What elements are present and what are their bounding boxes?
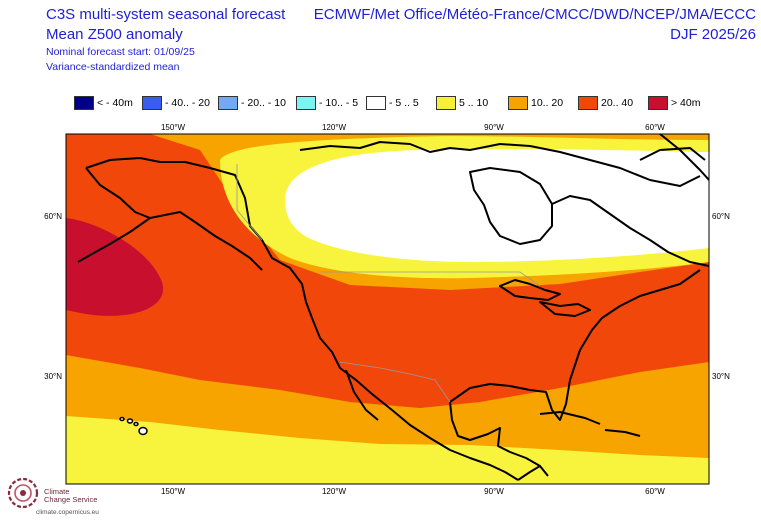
coastlines <box>77 134 709 481</box>
lat-label-30n-left: 30°N <box>44 372 62 381</box>
legend-swatch <box>366 96 386 110</box>
anomaly-band-20-40 <box>66 134 709 408</box>
legend-item: 5 .. 10 <box>436 96 508 110</box>
lon-label-150w-bottom: 150°W <box>161 487 186 496</box>
legend-label: - 20.. - 10 <box>241 97 286 109</box>
legend-item: < - 40m <box>74 96 142 110</box>
legend-item: - 20.. - 10 <box>218 96 296 110</box>
legend-swatch <box>508 96 528 110</box>
legend-label: < - 40m <box>97 97 133 109</box>
legend-label: 20.. 40 <box>601 97 634 109</box>
legend-swatch <box>296 96 316 110</box>
lat-label-60n-left: 60°N <box>44 212 62 221</box>
subtitle-text: Variance-standardized mean <box>46 61 180 73</box>
longitude-labels-bottom: 150°W 120°W 90°W 60°W <box>161 487 665 496</box>
title-variable: Mean Z500 anomaly <box>46 26 183 43</box>
anomaly-band-over-40 <box>66 218 164 316</box>
legend-item: 20.. 40 <box>578 96 648 110</box>
legend-swatch <box>648 96 668 110</box>
legend-item: - 40.. - 20 <box>142 96 218 110</box>
lon-label-120w-top: 120°W <box>322 123 347 132</box>
lon-label-150w-top: 150°W <box>161 123 186 132</box>
legend-swatch <box>578 96 598 110</box>
legend-label: - 5 .. 5 <box>389 97 419 109</box>
legend-label: 5 .. 10 <box>459 97 489 109</box>
country-borders <box>236 164 541 403</box>
lon-label-60w-top: 60°W <box>645 123 665 132</box>
longitude-labels-top: 150°W 120°W 90°W 60°W <box>161 123 665 132</box>
lon-label-120w-bottom: 120°W <box>322 487 347 496</box>
legend-label: - 40.. - 20 <box>165 97 210 109</box>
map-frame <box>65 133 710 485</box>
lon-label-90w-top: 90°W <box>484 123 504 132</box>
anomaly-band-near-zero <box>285 149 709 262</box>
copernicus-url: climate.copernicus.eu <box>36 509 99 516</box>
lon-label-90w-bottom: 90°W <box>484 487 504 496</box>
lon-label-60w-bottom: 60°W <box>645 487 665 496</box>
legend-label: > 40m <box>671 97 701 109</box>
legend-swatch <box>74 96 94 110</box>
legend-swatch <box>436 96 456 110</box>
title-system: C3S multi-system seasonal forecast <box>46 6 286 23</box>
legend-item: - 10.. - 5 <box>296 96 366 110</box>
forecast-start-text: Nominal forecast start: 01/09/25 <box>46 46 195 58</box>
copernicus-logo: Climate Change Service <box>6 476 126 518</box>
legend-label: - 10.. - 5 <box>319 97 359 109</box>
legend-swatch <box>142 96 162 110</box>
legend-swatch <box>218 96 238 110</box>
logo-org-line-2: Change Service <box>44 494 98 504</box>
latitude-labels: 60°N 30°N 60°N 30°N <box>44 212 730 381</box>
legend-item: - 5 .. 5 <box>366 96 436 110</box>
logo-org-line-1: Climate <box>44 487 70 496</box>
season-title: DJF 2025/26 <box>670 26 756 43</box>
colour-legend: < - 40m - 40.. - 20 - 20.. - 10 - 10.. - 5 -… <box>74 94 710 112</box>
legend-item: > 40m <box>648 96 710 110</box>
legend-item: 10.. 20 <box>508 96 578 110</box>
centres-title: ECMWF/Met Office/Météo-France/CMCC/DWD/N… <box>313 6 756 23</box>
ccs-logo-icon <box>7 477 39 509</box>
lat-label-30n-right: 30°N <box>712 372 730 381</box>
lat-label-60n-right: 60°N <box>712 212 730 221</box>
hawaii-islands <box>119 416 148 436</box>
legend-label: 10.. 20 <box>531 97 564 109</box>
